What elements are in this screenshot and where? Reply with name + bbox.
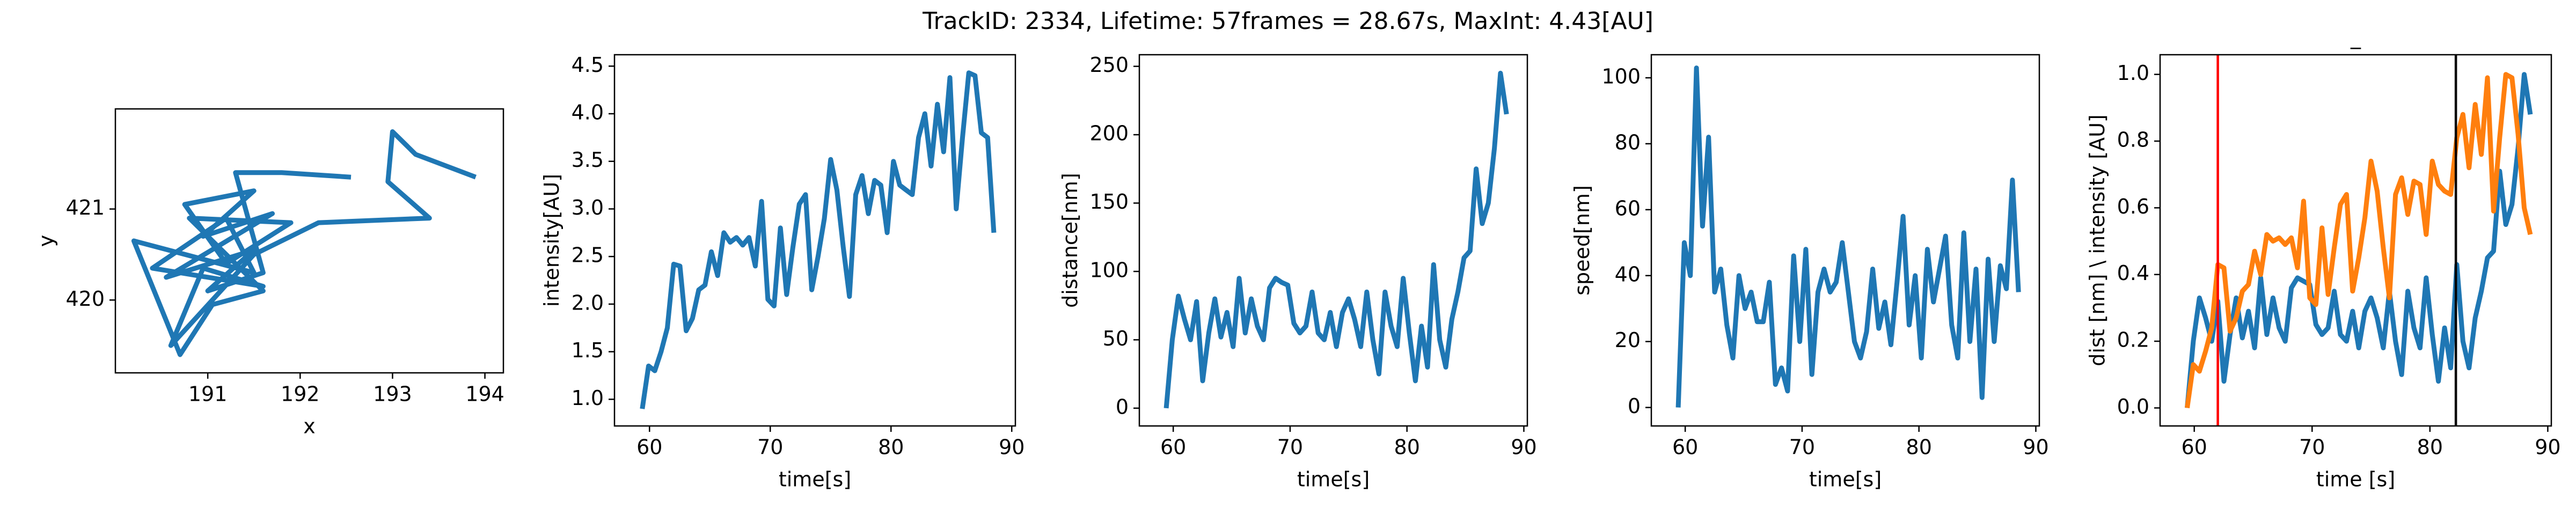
subplot: 191 192 193 194 420 421 x y bbox=[34, 108, 504, 438]
y-axis-label: intensity[AU] bbox=[540, 174, 564, 307]
y-tick-label: 420 bbox=[65, 287, 105, 311]
subplot: 60 70 80 90 0.0 0.2 0.4 0.6 0.8 1.0 time [s] dist [… bbox=[2085, 26, 2561, 491]
x-tick-label: 70 bbox=[1789, 436, 1815, 459]
x-tick-label: 191 bbox=[188, 382, 228, 406]
y-tick-label: 4.0 bbox=[572, 101, 604, 124]
x-tick-label: 60 bbox=[1160, 436, 1186, 459]
series-line bbox=[2185, 72, 2533, 408]
y-tick-label: 100 bbox=[1089, 258, 1129, 282]
y-tick-label: 3.5 bbox=[572, 148, 604, 172]
x-tick-label: 70 bbox=[1277, 436, 1303, 459]
y-tick-label: 0.0 bbox=[2117, 395, 2149, 418]
y-axis-label: speed[nm] bbox=[1570, 185, 1594, 296]
y-tick-label: 100 bbox=[1601, 65, 1641, 89]
y-tick-label: 1.0 bbox=[572, 386, 604, 410]
y-tick-label: 80 bbox=[1615, 130, 1641, 154]
x-tick-label: 90 bbox=[2023, 436, 2048, 459]
x-tick-label: 90 bbox=[1511, 436, 1536, 459]
y-tick-label: 3.0 bbox=[572, 196, 604, 219]
x-axis-label: time [s] bbox=[2316, 468, 2395, 491]
series-line bbox=[1675, 65, 2021, 408]
x-axis-label: time[s] bbox=[1297, 468, 1370, 491]
y-axis-label: distance[nm] bbox=[1058, 173, 1082, 308]
y-tick-label: 0 bbox=[1116, 395, 1129, 418]
x-tick-label: 70 bbox=[757, 436, 783, 459]
y-tick-label: 4.5 bbox=[572, 53, 604, 77]
y-tick-label: 250 bbox=[1089, 53, 1129, 77]
subplot: 60 70 80 90 0 50 100 150 200 250 time[s] distance[n… bbox=[1058, 53, 1537, 491]
y-tick-label: 0.4 bbox=[2117, 261, 2149, 285]
x-axis-label: x bbox=[303, 415, 316, 438]
y-tick-label: 50 bbox=[1103, 327, 1129, 350]
y-tick-label: 0.6 bbox=[2117, 195, 2149, 218]
y-tick-label: 150 bbox=[1089, 190, 1129, 214]
axes-frame bbox=[1138, 54, 1528, 427]
y-tick-label: 200 bbox=[1089, 122, 1129, 145]
y-tick-label: 0.8 bbox=[2117, 128, 2149, 152]
x-tick-label: 192 bbox=[281, 382, 320, 406]
series-line bbox=[640, 70, 997, 409]
subplot: 60 70 80 90 1.0 1.5 2.0 2.5 3.0 3.5 4.0 4.5 time[s] i… bbox=[540, 53, 1024, 491]
x-tick-label: 80 bbox=[1394, 436, 1420, 459]
x-tick-label: 80 bbox=[1906, 436, 1932, 459]
y-axis-label: dist [nm] \ intensity [AU] bbox=[2085, 114, 2109, 366]
x-tick-label: 60 bbox=[1672, 436, 1698, 459]
axes-frame bbox=[613, 54, 1016, 427]
y-tick-label: 2.5 bbox=[572, 244, 604, 267]
series-line bbox=[1163, 70, 1509, 409]
y-tick-label: 0.2 bbox=[2117, 328, 2149, 352]
x-axis-label: time[s] bbox=[1809, 468, 1882, 491]
x-tick-label: 60 bbox=[2181, 436, 2207, 459]
figure-title: TrackID: 2334, Lifetime: 57frames = 28.6… bbox=[922, 8, 1653, 35]
y-tick-label: 1.5 bbox=[572, 339, 604, 362]
x-tick-label: 80 bbox=[2417, 436, 2443, 459]
y-tick-label: 20 bbox=[1615, 328, 1641, 352]
series-line bbox=[2185, 72, 2533, 409]
x-tick-label: 70 bbox=[2299, 436, 2325, 459]
axes-frame bbox=[114, 108, 504, 374]
subplot: 60 70 80 90 0 20 40 60 80 100 time[s] speed[nm] bbox=[1570, 54, 2049, 491]
x-tick-label: 193 bbox=[373, 382, 412, 406]
axes-frame bbox=[2159, 54, 2552, 427]
axes-title: _ bbox=[2350, 26, 2361, 49]
y-tick-label: 421 bbox=[65, 196, 105, 219]
x-tick-label: 80 bbox=[878, 436, 904, 459]
y-tick-label: 60 bbox=[1615, 196, 1641, 220]
y-tick-label: 2.0 bbox=[572, 291, 604, 314]
x-tick-label: 194 bbox=[465, 382, 504, 406]
y-tick-label: 0 bbox=[1628, 394, 1641, 418]
y-tick-label: 1.0 bbox=[2117, 61, 2149, 85]
y-axis-label: y bbox=[34, 235, 58, 247]
x-tick-label: 90 bbox=[999, 436, 1024, 459]
y-tick-label: 40 bbox=[1615, 262, 1641, 286]
x-axis-label: time[s] bbox=[779, 468, 851, 491]
axes-frame bbox=[1650, 54, 2040, 427]
x-tick-label: 60 bbox=[636, 436, 662, 459]
series-line bbox=[131, 129, 477, 357]
x-tick-label: 90 bbox=[2535, 436, 2560, 459]
